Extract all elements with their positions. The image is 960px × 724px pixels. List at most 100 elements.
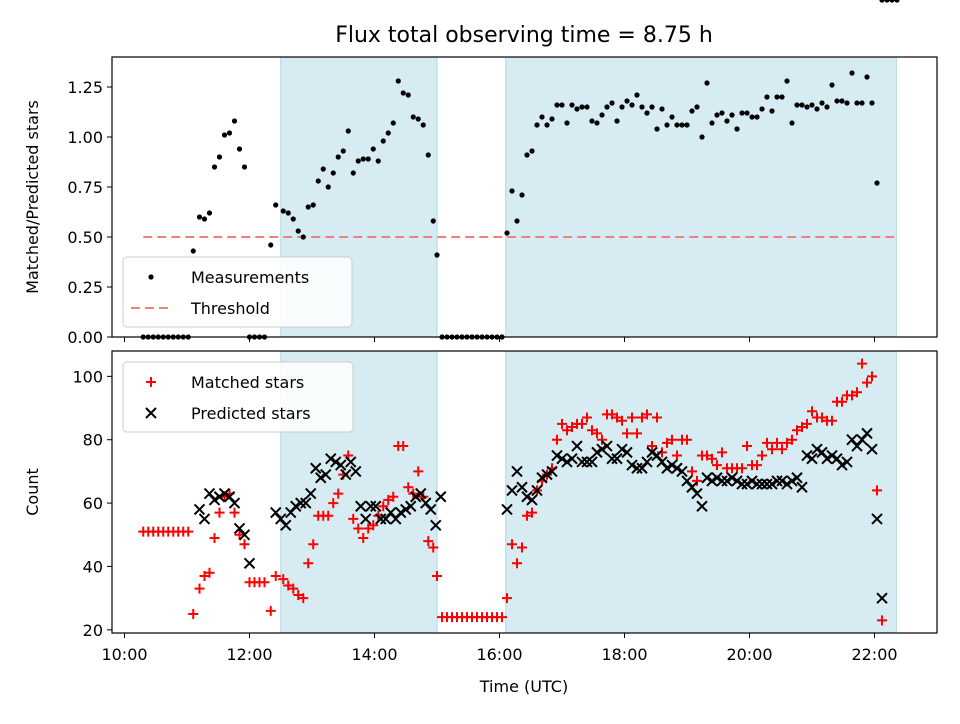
- data-point: [527, 507, 537, 518]
- data-point: [360, 513, 372, 525]
- data-point: [777, 444, 787, 455]
- data-point: [701, 472, 713, 484]
- data-point: [799, 102, 805, 108]
- data-point: [789, 120, 795, 126]
- data-point: [776, 475, 788, 487]
- data-point: [375, 513, 387, 525]
- data-point: [234, 529, 245, 540]
- data-point: [516, 481, 528, 493]
- data-point: [315, 178, 321, 184]
- data-point: [270, 570, 281, 581]
- data-point: [350, 170, 356, 176]
- data-point: [268, 242, 274, 248]
- data-point: [400, 503, 412, 516]
- data-point: [739, 110, 745, 116]
- data-point: [597, 434, 607, 445]
- data-point: [333, 488, 344, 499]
- data-point: [692, 475, 702, 486]
- data-point: [395, 78, 401, 84]
- data-point: [869, 100, 875, 106]
- data-point: [647, 441, 657, 452]
- data-point: [586, 456, 598, 468]
- data-point: [737, 463, 747, 474]
- data-point: [514, 218, 520, 224]
- data-point: [213, 491, 226, 503]
- data-point: [365, 156, 371, 162]
- data-point: [425, 503, 437, 516]
- data-point: [796, 481, 808, 493]
- data-point: [619, 104, 625, 110]
- y-axis-label-ratio: Matched/Predicted stars: [23, 100, 42, 294]
- data-point: [328, 498, 339, 509]
- data-point: [589, 118, 595, 124]
- legend-label: Threshold: [190, 299, 270, 318]
- legend: Matched stars Predicted stars: [122, 361, 354, 433]
- data-point: [596, 443, 608, 455]
- data-point: [502, 593, 512, 604]
- data-point: [546, 465, 558, 478]
- data-point: [320, 468, 332, 481]
- data-point: [617, 415, 627, 426]
- data-point: [581, 456, 593, 468]
- data-point: [350, 465, 362, 478]
- data-point: [752, 460, 762, 471]
- data-point: [849, 70, 855, 76]
- data-point: [353, 523, 364, 534]
- data-point: [196, 214, 203, 220]
- data-point: [639, 104, 645, 110]
- y-tick-label: 60: [83, 494, 103, 513]
- legend-box: [122, 256, 353, 328]
- y-tick-label: 1.00: [67, 128, 103, 147]
- data-point: [370, 146, 376, 152]
- data-point: [754, 114, 760, 120]
- data-point: [226, 130, 233, 136]
- data-point: [734, 126, 740, 132]
- data-point: [767, 444, 777, 455]
- data-point: [511, 465, 523, 478]
- data-point: [509, 188, 515, 194]
- data-point: [358, 532, 369, 543]
- data-point: [425, 152, 431, 158]
- data-point: [757, 450, 767, 461]
- data-point: [834, 98, 840, 104]
- data-point: [864, 74, 870, 80]
- data-point: [415, 116, 421, 122]
- data-point: [836, 459, 848, 471]
- data-point: [551, 449, 563, 462]
- data-point: [679, 122, 685, 128]
- data-point: [308, 539, 319, 550]
- data-point: [821, 453, 833, 465]
- data-point: [395, 506, 407, 519]
- legend-label: Measurements: [191, 268, 309, 287]
- data-point: [689, 108, 695, 114]
- y-tick-label: 0.25: [67, 278, 103, 297]
- data-point: [434, 252, 440, 258]
- data-point: [879, 0, 885, 3]
- data-point: [259, 577, 270, 588]
- data-point: [325, 453, 337, 465]
- data-point: [756, 478, 768, 490]
- data-point: [295, 228, 301, 234]
- data-point: [521, 491, 533, 503]
- data-point: [716, 475, 728, 487]
- y-tick-label: 0.75: [67, 178, 103, 197]
- data-point: [360, 156, 366, 162]
- data-point: [320, 166, 326, 172]
- data-point: [385, 130, 391, 136]
- data-point: [629, 102, 635, 108]
- data-point: [529, 148, 535, 154]
- data-point: [744, 110, 750, 116]
- data-point: [682, 434, 692, 445]
- data-point: [872, 485, 882, 496]
- legend-marker: [146, 377, 156, 387]
- data-point: [243, 557, 256, 569]
- data-point: [594, 120, 600, 126]
- data-point: [786, 475, 798, 487]
- data-point: [894, 0, 900, 3]
- data-point: [766, 478, 778, 490]
- data-point: [811, 443, 823, 455]
- data-point: [290, 216, 296, 222]
- data-point: [524, 152, 530, 158]
- data-point: [794, 102, 800, 108]
- data-point: [841, 456, 853, 468]
